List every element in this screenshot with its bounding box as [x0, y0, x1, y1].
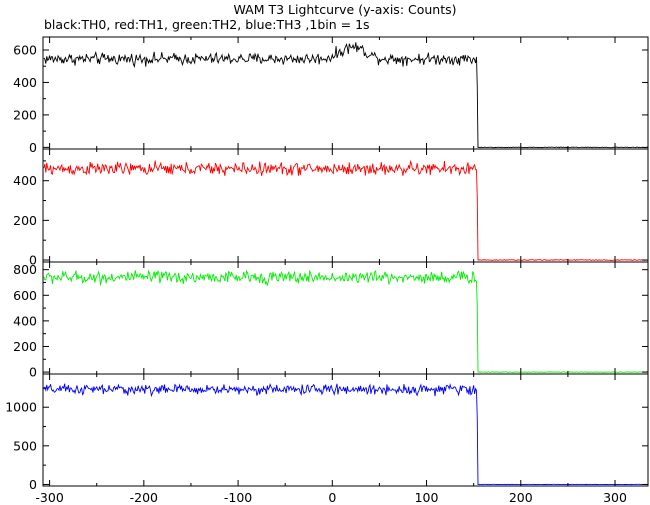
x-tick-label: 0: [328, 490, 336, 505]
y-tick-label: 400: [13, 313, 37, 328]
y-tick-label: 400: [13, 75, 37, 90]
y-tick-label: 0: [29, 140, 37, 155]
x-tick-label: -300: [35, 490, 63, 505]
y-tick-label: 200: [13, 107, 37, 122]
series-line-th2: [43, 269, 649, 373]
panel-frame: [42, 373, 649, 487]
chart-subtitle: black:TH0, red:TH1, green:TH2, blue:TH3 …: [44, 17, 370, 32]
panel-th3: 0 500 1000: [5, 373, 649, 492]
chart-title: WAM T3 Lightcurve (y-axis: Counts): [233, 2, 456, 17]
x-tick-label: 200: [509, 490, 533, 505]
x-tick-label: 300: [603, 490, 627, 505]
y-tick-label: 800: [13, 262, 37, 277]
y-tick-label: 600: [13, 42, 37, 57]
y-tick-label: 200: [13, 339, 37, 354]
panel-th1: 0 200 400: [13, 148, 649, 268]
x-axis: -300 -200 -100 0 100 200 300: [35, 490, 627, 505]
panel-th2: 0 200 400 600 800: [13, 261, 649, 380]
y-tick-label: 400: [13, 173, 37, 188]
y-tick-label: 200: [13, 213, 37, 228]
x-tick-label: 100: [415, 490, 439, 505]
y-tick-label: 0: [29, 365, 37, 380]
y-tick-label: 1000: [5, 400, 37, 415]
panel-frame: [42, 36, 649, 150]
series-line-th3: [43, 382, 649, 486]
y-tick-label: 500: [13, 438, 37, 453]
y-tick-label: 0: [29, 477, 37, 492]
series-line-th0: [43, 42, 649, 149]
x-tick-label: -100: [224, 490, 252, 505]
x-tick-label: -200: [130, 490, 158, 505]
y-tick-label: 0: [29, 253, 37, 268]
series-line-th1: [43, 159, 649, 261]
panel-th0: 0 200 400 600: [13, 36, 649, 155]
y-tick-label: 600: [13, 288, 37, 303]
panel-frame: [42, 148, 649, 263]
